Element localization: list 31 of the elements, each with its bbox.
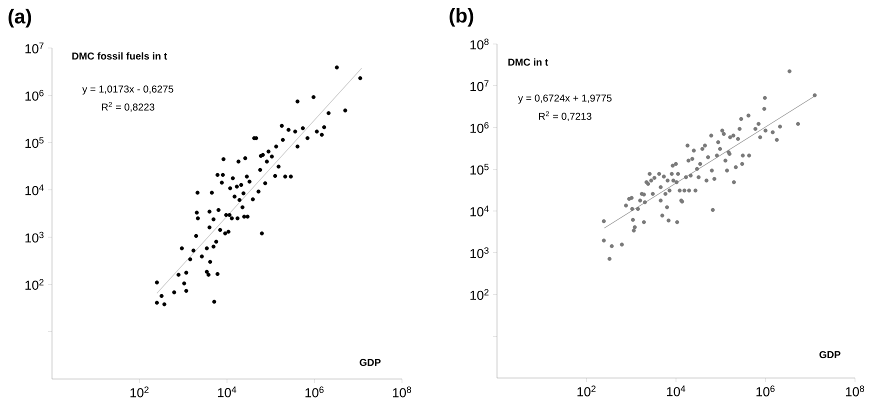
y-tick-label: 10$^{3}$	[470, 247, 489, 258]
y-tick-label: 10$^{5}$	[470, 164, 489, 175]
x-tick-label: 10$^{4}$	[218, 386, 236, 398]
x-axis-title: GDP	[819, 351, 840, 358]
y-axis-title: DMC fossil fuels in t	[72, 52, 168, 60]
y-tick-label: 10$^{5}$	[25, 137, 44, 148]
y-tick-label: 10$^{7}$	[470, 80, 489, 92]
y-tick-label: 10$^{7}$	[25, 42, 44, 54]
y-tick-label: 10$^{2}$	[470, 289, 489, 300]
y-tick-label: 10$^{8}$	[470, 38, 489, 50]
y-axis-title: DMC in t	[508, 58, 548, 66]
y-tick-label: 10$^{6}$	[470, 122, 489, 133]
y-tick-label: 10$^{3}$	[25, 232, 44, 243]
x-tick-label: 10$^{2}$	[130, 386, 149, 398]
y-tick-label: 10$^{6}$	[25, 90, 44, 101]
x-tick-label: 10$^{4}$	[666, 386, 686, 396]
annotation: R$^{2}$ = 0,7213	[539, 111, 592, 122]
annotation: R$^{2}$ = 0,8223	[102, 102, 154, 112]
x-tick-label: 10$^{8}$	[392, 386, 412, 398]
x-axis-title: GDP	[360, 358, 381, 366]
x-tick-label: 10$^{2}$	[577, 386, 596, 396]
y-tick-label: 10$^{4}$	[470, 206, 489, 216]
chart-title: (a)	[8, 8, 32, 28]
annotation: y = 1,0173x - 0,6275	[82, 86, 174, 95]
y-tick-label: 10$^{4}$	[25, 184, 44, 196]
x-tick-label: 10$^{6}$	[305, 386, 324, 398]
x-tick-label: 10$^{6}$	[756, 386, 775, 396]
chart-title: (b)	[450, 8, 474, 27]
y-tick-label: 10$^{2}$	[25, 279, 44, 290]
annotation: y = 0,6724x + 1,9775	[518, 94, 612, 104]
x-tick-label: 10$^{8}$	[846, 386, 864, 396]
